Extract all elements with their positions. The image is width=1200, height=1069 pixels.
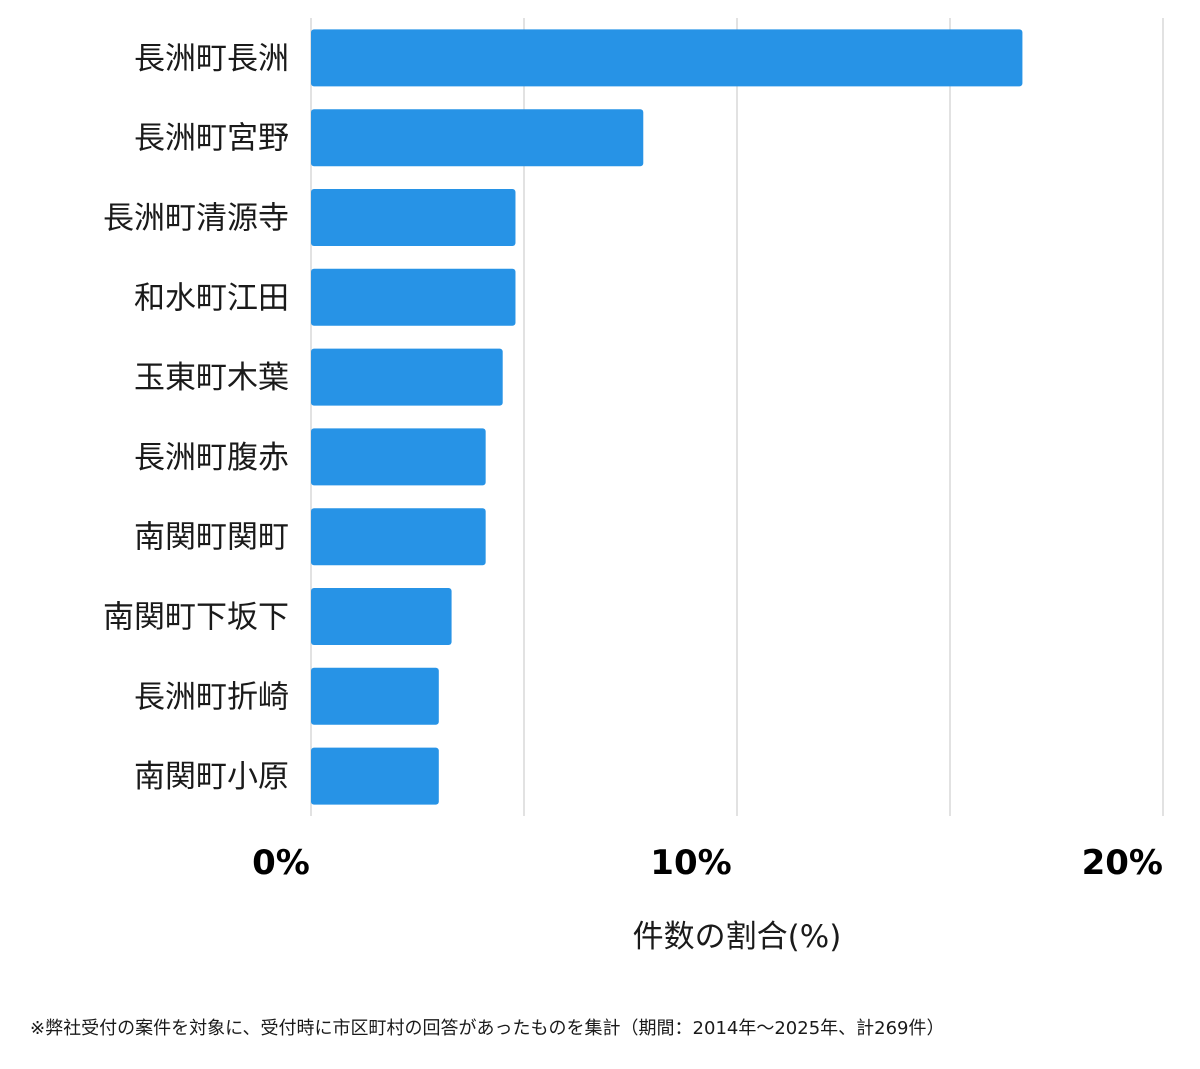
category-label: 玉東町木葉 bbox=[134, 360, 289, 396]
bar bbox=[311, 109, 644, 167]
category-label: 長洲町清源寺 bbox=[103, 201, 289, 237]
x-tick-label: 20% bbox=[1082, 843, 1163, 883]
bar bbox=[311, 588, 452, 645]
bar bbox=[311, 268, 516, 326]
category-label: 長洲町宮野 bbox=[134, 121, 289, 157]
bar bbox=[311, 29, 1023, 87]
bar bbox=[311, 747, 439, 805]
bars bbox=[311, 29, 1023, 805]
category-label: 南関町小原 bbox=[134, 759, 289, 795]
bar bbox=[311, 667, 439, 725]
category-label: 長洲町折崎 bbox=[134, 679, 289, 715]
category-label: 長洲町腹赤 bbox=[134, 440, 289, 476]
bar bbox=[311, 348, 503, 406]
category-labels: 長洲町長洲長洲町宮野長洲町清源寺和水町江田玉東町木葉長洲町腹赤南関町関町南関町下… bbox=[103, 41, 289, 795]
x-axis-title: 件数の割合(%) bbox=[633, 919, 842, 955]
x-tick-label: 0% bbox=[252, 843, 310, 883]
category-label: 南関町関町 bbox=[134, 520, 289, 556]
x-tick-label: 10% bbox=[650, 843, 731, 883]
category-label: 長洲町長洲 bbox=[134, 41, 289, 77]
category-label: 和水町江田 bbox=[134, 280, 289, 316]
category-label: 南関町下坂下 bbox=[103, 600, 289, 636]
bar bbox=[311, 428, 486, 486]
bar bbox=[311, 189, 516, 246]
x-tick-labels: 0% 10% 20% bbox=[252, 843, 1163, 883]
bar bbox=[311, 508, 486, 566]
footnote: ※弊社受付の案件を対象に、受付時に市区町村の回答があったものを集計（期間：201… bbox=[30, 1018, 945, 1039]
